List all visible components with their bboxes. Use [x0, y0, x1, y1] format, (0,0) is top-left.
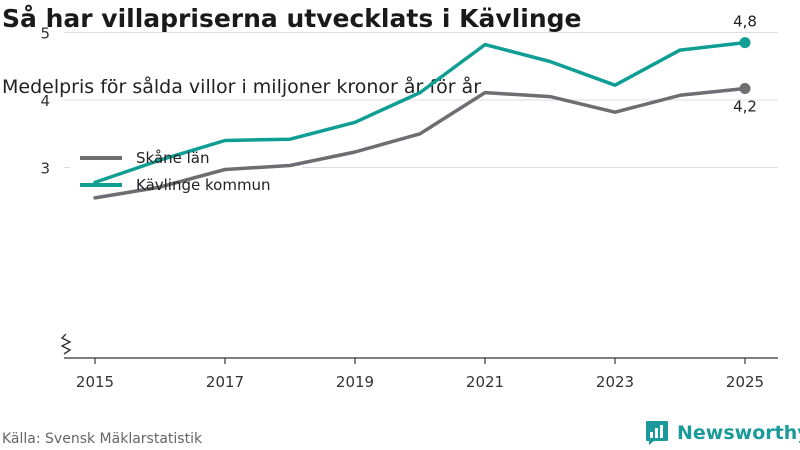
brand-name: Newsworthy	[677, 422, 800, 444]
x-tick-label: 2025	[726, 373, 764, 391]
y-tick-label: 4	[40, 92, 50, 110]
x-tick-label: 2023	[596, 373, 634, 391]
newsworthy-logo-icon	[646, 421, 668, 445]
line-chart: 3 4 5 2015 2017 2019 2021 2023 2025 4,2 4,8 Skåne l…	[40, 13, 778, 391]
end-value-label-1: 4,8	[733, 13, 757, 31]
axis-break-icon	[60, 333, 72, 355]
x-tick-label: 2015	[76, 373, 114, 391]
x-tick-label: 2017	[206, 373, 244, 391]
legend-label-0: Skåne län	[136, 149, 210, 167]
chart-subtitle: Medelpris för sålda villor i miljoner kr…	[2, 76, 482, 98]
series-line-0	[93, 86, 747, 200]
chart-title: Så har villapriserna utvecklats i Kävlin…	[2, 4, 582, 33]
x-tick-label: 2019	[336, 373, 374, 391]
series-end-point-0	[739, 83, 751, 95]
x-tick-label: 2021	[466, 373, 504, 391]
series-end-point-1	[739, 37, 751, 49]
y-tick-label: 5	[40, 25, 50, 43]
y-tick-label: 3	[40, 160, 50, 178]
source-note: Källa: Svensk Mäklarstatistik	[2, 431, 203, 447]
legend-label-1: Kävlinge kommun	[136, 176, 271, 194]
brand-logo: Newsworthy	[645, 420, 800, 446]
series-line-1	[93, 40, 747, 185]
end-value-label-0: 4,2	[733, 98, 757, 116]
